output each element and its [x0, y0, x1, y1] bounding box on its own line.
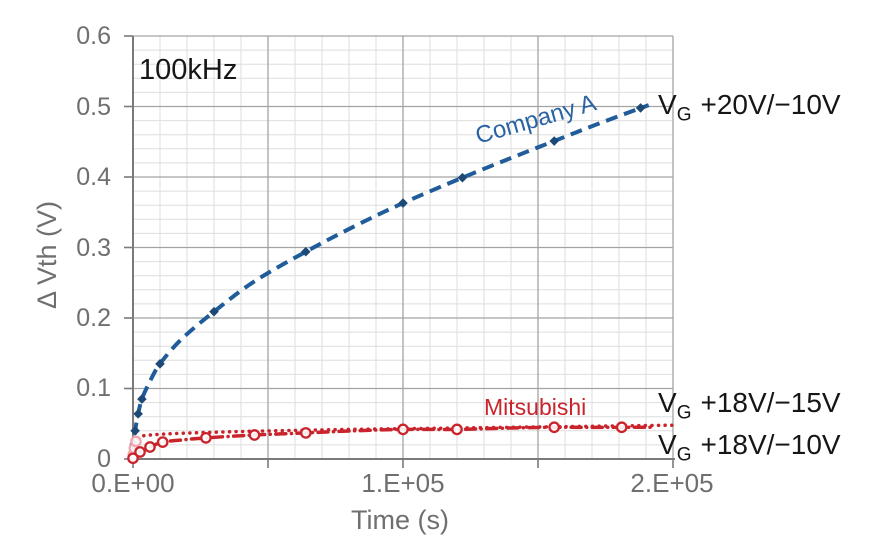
y-tick-label: 0.5 — [76, 93, 111, 121]
x-tick-label: 1.E+05 — [361, 468, 445, 498]
gate-label-plus18-minus10: VG +18V/−10V — [658, 429, 841, 467]
x-tick-label: 0.E+00 — [91, 468, 175, 498]
gate-label-sub: G — [676, 444, 692, 466]
gate-label-value: +18V/−10V — [700, 429, 841, 460]
y-tick-label: 0 — [97, 445, 111, 473]
gate-label-sub: G — [676, 402, 692, 424]
gate-label-base: V — [658, 89, 677, 120]
series-line-2-mitsubishi — [131, 425, 654, 461]
gate-label-plus18-minus15: VG +18V/−15V — [658, 387, 841, 425]
x-axis-title: Time (s) — [351, 505, 449, 535]
series-line-1-mitsubishi — [131, 423, 675, 460]
y-tick-label: 0.2 — [76, 304, 111, 332]
x-tick-label: 2.E+05 — [630, 468, 714, 498]
series-markers-2 — [127, 421, 628, 465]
gate-label-sub: G — [676, 104, 692, 126]
gate-label-value: +18V/−15V — [700, 387, 841, 418]
frequency-annotation: 100kHz — [139, 54, 238, 86]
grid-major — [133, 35, 674, 459]
gate-label-base: V — [658, 387, 677, 418]
y-tick-label: 0.3 — [76, 234, 111, 262]
gate-label-plus20-minus10: VG +20V/−10V — [658, 89, 841, 127]
gate-label-base: V — [658, 429, 677, 460]
y-tick-label: 0.6 — [76, 22, 111, 50]
series-markers-0 — [129, 103, 646, 449]
y-tick-label: 0.4 — [76, 163, 111, 191]
y-axis-title: Δ Vth (V) — [32, 200, 62, 310]
gate-label-value: +20V/−10V — [700, 89, 841, 120]
y-tick-label: 0.1 — [76, 374, 111, 402]
series-label-mitsubishi: Mitsubishi — [484, 394, 587, 420]
axes — [124, 35, 675, 468]
